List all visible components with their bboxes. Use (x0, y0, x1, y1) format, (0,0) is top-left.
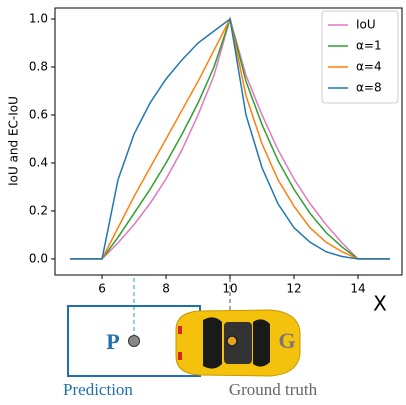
car (175, 309, 301, 377)
prediction-letter: P (106, 329, 119, 354)
legend: IoU α=1 α=4 α=8 (321, 10, 399, 104)
x-axis-label: X (373, 292, 387, 316)
legend-label: α=1 (356, 39, 382, 53)
y-axis-label: IoU and EC-IoU (7, 96, 21, 186)
y-tick-label: 1.0 (29, 12, 48, 26)
ground-truth-label: Ground truth (229, 380, 318, 399)
x-tick-label: 8 (162, 282, 170, 296)
illustration: P G Prediction Ground truth (63, 278, 318, 399)
legend-box (321, 10, 399, 104)
y-tick-label: 0.0 (29, 251, 48, 265)
x-tick-label: 10 (222, 282, 237, 296)
x-tick-label: 12 (286, 282, 301, 296)
legend-label: IoU (356, 18, 376, 32)
y-tick-label: 0.2 (29, 203, 48, 217)
series-line (70, 17, 390, 260)
y-tick-label: 0.6 (29, 107, 48, 121)
prediction-label: Prediction (63, 380, 133, 399)
plot-frame (54, 7, 403, 276)
legend-label: α=8 (356, 81, 382, 95)
x-tick-label: 6 (98, 282, 106, 296)
x-tick-label: 14 (350, 282, 365, 296)
y-tick-label: 0.8 (29, 60, 48, 74)
ground-truth-letter: G (278, 328, 295, 353)
prediction-center (128, 335, 140, 347)
y-tick-label: 0.4 (29, 155, 48, 169)
legend-label: α=4 (356, 60, 382, 74)
